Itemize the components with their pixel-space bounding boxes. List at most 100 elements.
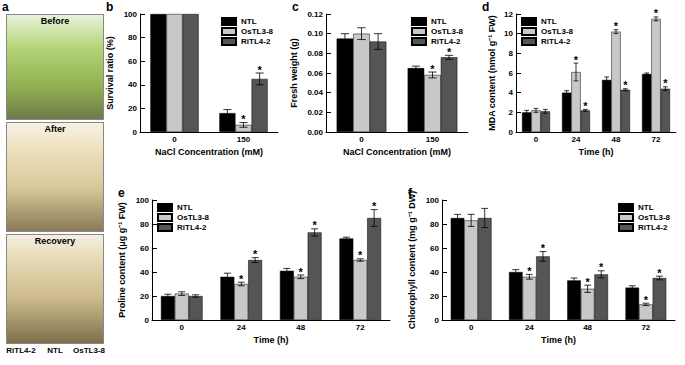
svg-text:*: * [299,266,304,278]
svg-text:NTL: NTL [541,17,557,26]
svg-text:*: * [447,46,452,58]
svg-text:*: * [583,100,588,112]
svg-text:*: * [358,249,363,261]
svg-text:0: 0 [145,316,150,325]
svg-text:*: * [372,200,377,212]
svg-text:0: 0 [180,323,185,332]
svg-text:0.02: 0.02 [307,108,323,117]
svg-text:48: 48 [296,323,305,332]
svg-text:0: 0 [133,128,138,137]
svg-text:RiTL4-2: RiTL4-2 [431,37,461,46]
svg-text:Time (h): Time (h) [254,335,289,345]
svg-text:OsTL3-8: OsTL3-8 [541,27,574,36]
svg-text:OsTL3-8: OsTL3-8 [431,27,464,36]
svg-text:80: 80 [140,220,149,229]
svg-text:NaCl Concentration (mM): NaCl Concentration (mM) [343,147,451,157]
svg-text:100: 100 [124,10,138,19]
svg-text:NTL: NTL [241,17,257,26]
svg-text:Fresh weight (g): Fresh weight (g) [289,38,299,108]
svg-text:6: 6 [509,69,514,78]
svg-text:OsTL3-8: OsTL3-8 [638,213,671,222]
svg-text:*: * [623,79,628,91]
svg-text:*: * [312,219,317,231]
svg-text:80: 80 [430,220,439,229]
svg-text:*: * [599,261,604,273]
svg-text:*: * [541,242,546,254]
svg-text:24: 24 [572,135,581,144]
svg-text:NTL: NTL [177,203,193,212]
svg-text:0: 0 [509,128,514,137]
svg-text:*: * [253,248,258,260]
svg-text:*: * [239,273,244,285]
svg-text:40: 40 [430,268,439,277]
svg-text:RiTL4-2: RiTL4-2 [638,223,668,232]
html-text:Before: Before [40,16,70,26]
svg-text:c: c [292,0,299,14]
svg-text:100: 100 [136,196,150,205]
svg-text:*: * [644,294,649,306]
svg-text:150: 150 [426,135,440,144]
svg-text:Survival ratio (%): Survival ratio (%) [105,36,115,110]
svg-text:60: 60 [128,57,137,66]
svg-text:10: 10 [504,29,513,38]
svg-text:0: 0 [359,135,364,144]
svg-text:NTL: NTL [638,203,654,212]
svg-text:20: 20 [140,292,149,301]
svg-text:0.08: 0.08 [307,49,323,58]
svg-text:0: 0 [435,316,440,325]
svg-text:48: 48 [612,135,621,144]
svg-text:e: e [118,186,125,200]
svg-text:*: * [585,276,590,288]
svg-text:48: 48 [583,323,592,332]
svg-text:NTL: NTL [431,17,447,26]
svg-text:72: 72 [652,135,661,144]
svg-text:*: * [430,63,435,75]
svg-text:MDA content (nmol g⁻¹ FW): MDA content (nmol g⁻¹ FW) [487,15,497,131]
svg-text:0.06: 0.06 [307,69,323,78]
svg-text:20: 20 [128,104,137,113]
svg-text:*: * [663,77,668,89]
svg-text:72: 72 [641,323,650,332]
svg-text:0: 0 [534,135,539,144]
svg-text:60: 60 [140,244,149,253]
svg-text:*: * [527,265,532,277]
svg-text:2: 2 [509,108,514,117]
svg-text:*: * [241,113,246,125]
svg-text:72: 72 [356,323,365,332]
svg-text:Time (h): Time (h) [579,147,614,157]
svg-text:12: 12 [504,10,513,19]
svg-text:*: * [257,64,262,76]
svg-text:Chlorophyll content (mg g⁻¹ DW: Chlorophyll content (mg g⁻¹ DW) [407,191,417,329]
svg-text:40: 40 [128,80,137,89]
svg-text:NaCl Concentration (mM): NaCl Concentration (mM) [155,147,263,157]
svg-text:8: 8 [509,49,514,58]
svg-text:*: * [574,54,579,66]
svg-text:Time (h): Time (h) [541,335,576,345]
svg-text:80: 80 [128,33,137,42]
svg-text:*: * [654,7,659,19]
svg-text:OsTL3-8: OsTL3-8 [177,213,210,222]
svg-text:4: 4 [509,88,514,97]
svg-text:0: 0 [469,323,474,332]
svg-text:20: 20 [430,292,439,301]
svg-text:*: * [614,20,619,32]
svg-text:0: 0 [172,135,177,144]
svg-text:OsTL3-8: OsTL3-8 [241,27,274,36]
svg-text:d: d [482,0,489,14]
svg-text:60: 60 [430,244,439,253]
svg-text:0.10: 0.10 [307,29,323,38]
svg-text:24: 24 [237,323,246,332]
svg-text:Proline content (μg g⁻¹ FW): Proline content (μg g⁻¹ FW) [117,202,127,318]
svg-text:RiTL4-2: RiTL4-2 [541,37,571,46]
svg-text:100: 100 [426,196,440,205]
svg-text:b: b [106,0,113,14]
svg-text:RiTL4-2: RiTL4-2 [177,223,207,232]
svg-text:RiTL4-2: RiTL4-2 [241,37,271,46]
svg-text:0.12: 0.12 [307,10,323,19]
svg-text:0.00: 0.00 [307,128,323,137]
svg-text:150: 150 [237,135,251,144]
svg-text:*: * [657,267,662,279]
svg-text:24: 24 [525,323,534,332]
svg-text:0.04: 0.04 [307,88,323,97]
svg-text:40: 40 [140,268,149,277]
